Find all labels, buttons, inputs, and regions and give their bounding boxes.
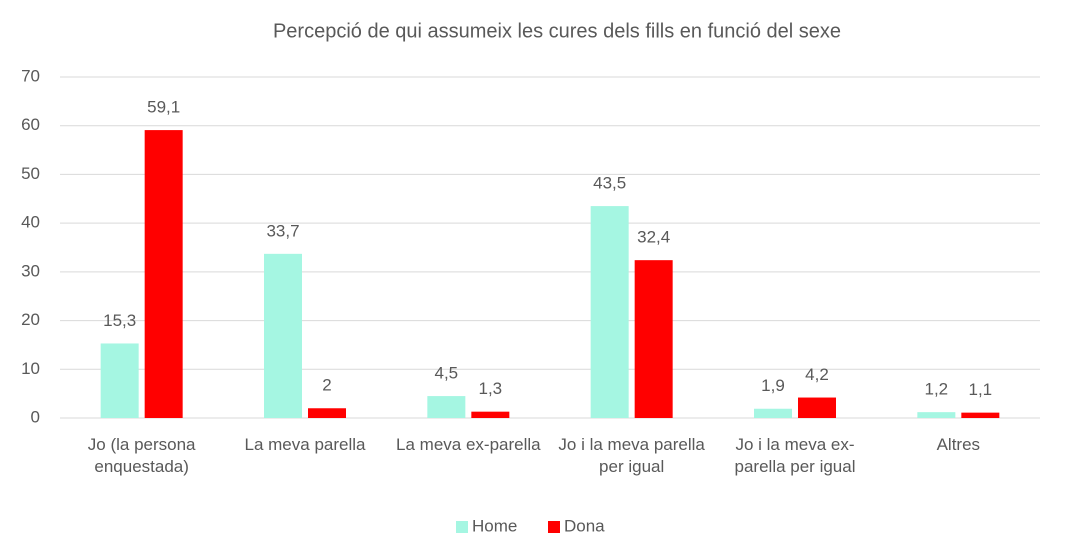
bar <box>634 260 673 418</box>
x-tick-label: Jo i la meva parella per igual <box>558 435 705 476</box>
value-label: 1,9 <box>761 376 785 395</box>
y-tick-label: 60 <box>21 115 40 134</box>
bar <box>917 412 956 418</box>
value-label: 33,7 <box>266 221 299 240</box>
value-label: 4,5 <box>435 364 459 383</box>
value-label: 1,3 <box>479 379 503 398</box>
x-tick-label: Altres <box>936 435 981 454</box>
value-label: 15,3 <box>103 311 136 330</box>
x-tick-label: La meva ex-parella <box>396 435 541 454</box>
value-label: 59,1 <box>147 98 180 117</box>
bar <box>798 397 836 418</box>
bar <box>144 130 183 418</box>
bar <box>471 411 510 418</box>
value-label: 2 <box>322 376 331 395</box>
x-tick-label: La meva parella <box>244 435 366 454</box>
legend-swatch <box>456 521 468 533</box>
value-label: 32,4 <box>637 228 670 247</box>
value-label: 1,2 <box>925 380 949 399</box>
y-tick-label: 40 <box>21 213 40 232</box>
value-label: 1,1 <box>969 380 993 399</box>
bar <box>427 396 466 418</box>
chart-title: Percepció de qui assumeix les cures dels… <box>273 20 841 42</box>
legend-swatch <box>548 521 560 533</box>
legend-label: Home <box>472 516 517 535</box>
legend-label: Dona <box>564 516 605 535</box>
bar <box>590 206 629 418</box>
y-tick-label: 30 <box>21 261 40 280</box>
y-tick-label: 10 <box>21 359 40 378</box>
y-tick-label: 50 <box>21 164 40 183</box>
bar <box>264 253 302 418</box>
y-tick-label: 0 <box>31 407 40 426</box>
value-label: 43,5 <box>593 174 626 193</box>
bar <box>100 343 139 418</box>
value-label: 4,2 <box>805 365 829 384</box>
y-tick-label: 20 <box>21 310 40 329</box>
bar <box>308 408 346 418</box>
y-tick-label: 70 <box>21 66 40 85</box>
x-tick-label: Jo i la meva ex-parella per igual <box>734 435 856 476</box>
bar <box>754 408 792 418</box>
x-tick-label: Jo (la persona enquestada) <box>87 435 196 476</box>
bar <box>961 412 1000 418</box>
